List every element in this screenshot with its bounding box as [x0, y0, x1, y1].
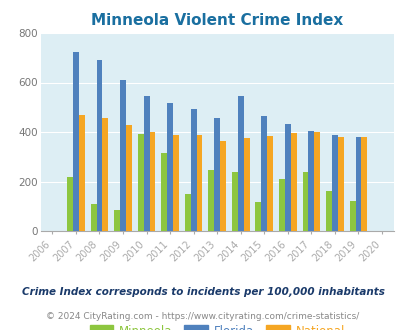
Bar: [337, 137, 343, 231]
Bar: [231, 172, 237, 231]
Bar: [143, 96, 149, 231]
Bar: [237, 96, 243, 231]
Bar: [208, 170, 214, 231]
Bar: [79, 115, 85, 231]
Title: Minneola Violent Crime Index: Minneola Violent Crime Index: [91, 13, 343, 28]
Bar: [325, 191, 331, 231]
Bar: [149, 132, 155, 231]
Bar: [290, 133, 296, 231]
Bar: [90, 204, 96, 231]
Bar: [96, 60, 102, 231]
Bar: [255, 202, 261, 231]
Bar: [167, 103, 173, 231]
Bar: [278, 179, 284, 231]
Bar: [214, 118, 220, 231]
Bar: [137, 135, 143, 231]
Bar: [360, 137, 367, 231]
Bar: [161, 153, 167, 231]
Text: Crime Index corresponds to incidents per 100,000 inhabitants: Crime Index corresponds to incidents per…: [21, 287, 384, 297]
Bar: [349, 201, 355, 231]
Legend: Minneola, Florida, National: Minneola, Florida, National: [85, 320, 349, 330]
Bar: [355, 137, 360, 231]
Bar: [67, 177, 73, 231]
Bar: [220, 141, 226, 231]
Bar: [120, 80, 126, 231]
Bar: [331, 135, 337, 231]
Bar: [243, 138, 249, 231]
Bar: [266, 136, 273, 231]
Bar: [126, 125, 132, 231]
Bar: [261, 116, 266, 231]
Bar: [313, 132, 320, 231]
Bar: [114, 210, 120, 231]
Bar: [73, 52, 79, 231]
Bar: [196, 135, 202, 231]
Bar: [284, 124, 290, 231]
Bar: [102, 118, 108, 231]
Text: © 2024 CityRating.com - https://www.cityrating.com/crime-statistics/: © 2024 CityRating.com - https://www.city…: [46, 312, 359, 321]
Bar: [308, 130, 313, 231]
Bar: [302, 172, 308, 231]
Bar: [173, 135, 179, 231]
Bar: [190, 109, 196, 231]
Bar: [184, 194, 190, 231]
